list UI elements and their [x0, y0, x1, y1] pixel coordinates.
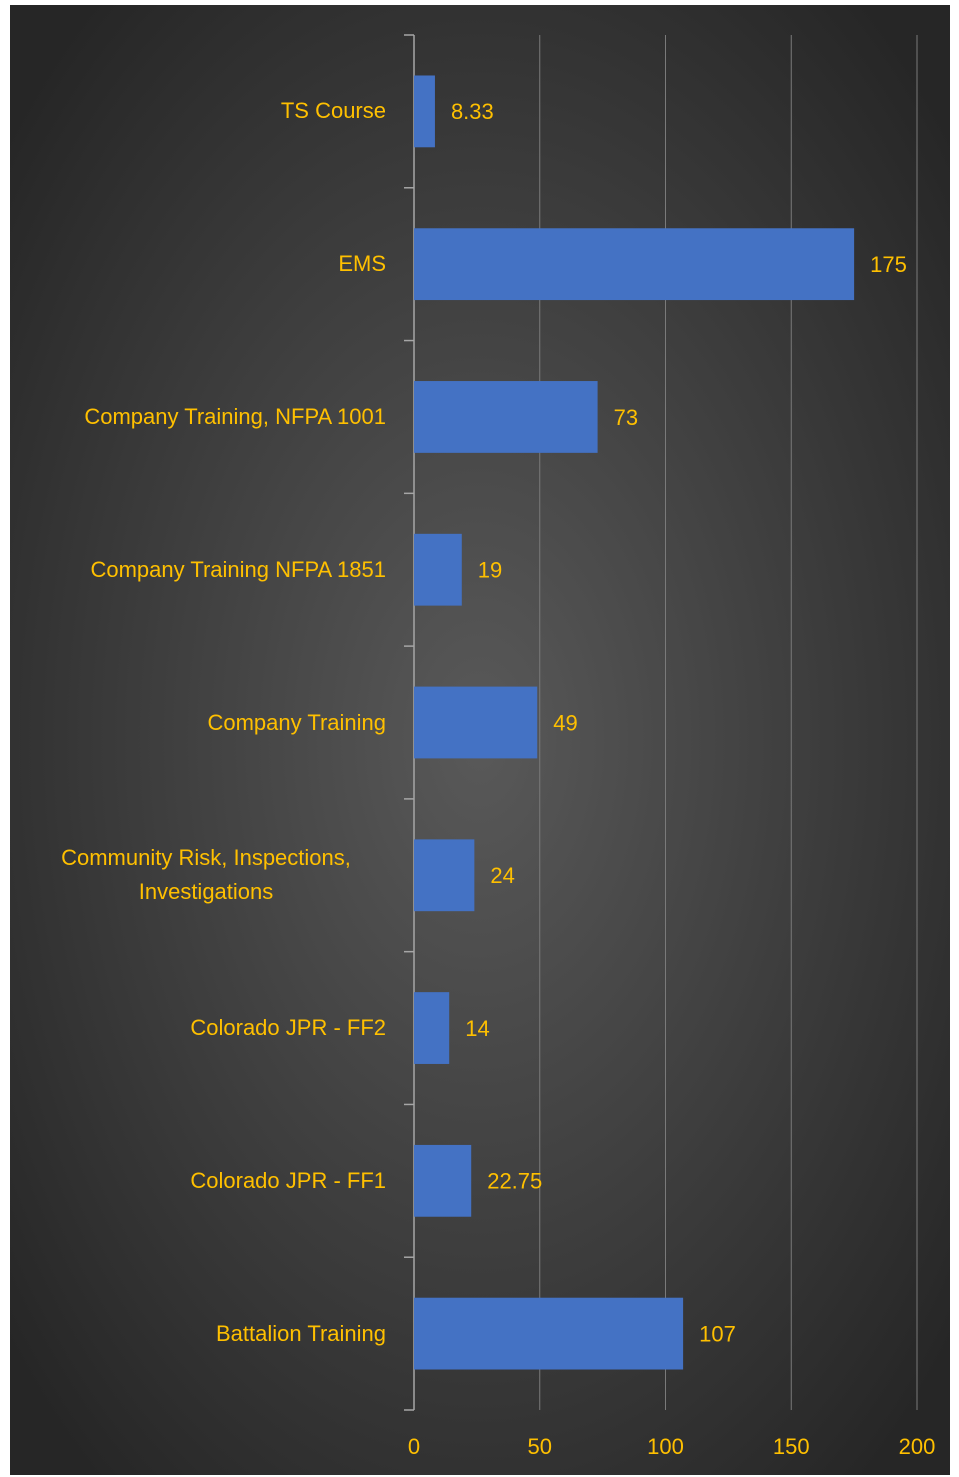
bar: [414, 533, 462, 606]
bar: [414, 839, 475, 912]
y-tick-label: TS Course: [280, 98, 386, 124]
value-label: 175: [870, 252, 907, 277]
x-tick-label: 150: [773, 1434, 810, 1459]
value-label: 24: [490, 863, 514, 888]
x-tick-label: 0: [408, 1434, 420, 1459]
value-label: 73: [614, 405, 638, 430]
y-tick-label-box: TS Course: [281, 71, 386, 151]
bar: [414, 381, 598, 453]
value-label: 14: [465, 1016, 489, 1041]
y-tick-label: Community Risk, Inspections, Investigati…: [61, 845, 351, 905]
value-label: 49: [553, 710, 577, 735]
bar: [414, 228, 855, 301]
y-tick-label: Colorado JPR - FF2: [190, 1015, 386, 1041]
y-tick-label-box: Company Training NFPA 1851: [90, 530, 386, 610]
bar: [414, 686, 538, 759]
x-tick-label: 50: [528, 1434, 552, 1459]
y-tick-label: Company Training, NFPA 1001: [84, 403, 386, 429]
bar: [414, 75, 435, 148]
bar: [414, 1144, 472, 1217]
y-tick-label-box: Colorado JPR - FF1: [190, 1141, 386, 1221]
y-tick-label: Company Training: [207, 709, 386, 735]
y-tick-label-box: Colorado JPR - FF2: [190, 988, 386, 1068]
y-tick-label: Company Training NFPA 1851: [90, 556, 386, 582]
value-label: 8.33: [451, 99, 494, 124]
y-tick-label: EMS: [338, 251, 386, 277]
x-tick-label: 100: [647, 1434, 684, 1459]
y-tick-label-box: Company Training: [207, 683, 386, 763]
x-tick-label: 200: [899, 1434, 936, 1459]
bar: [414, 1297, 684, 1370]
y-tick-label: Battalion Training: [216, 1320, 386, 1346]
y-tick-label-box: Community Risk, Inspections, Investigati…: [26, 835, 386, 915]
bar: [414, 992, 450, 1064]
y-tick-label-box: Company Training, NFPA 1001: [84, 377, 386, 457]
value-label: 107: [699, 1321, 736, 1346]
y-tick-label: Colorado JPR - FF1: [190, 1167, 386, 1193]
value-label: 19: [478, 558, 502, 583]
value-label: 22.75: [487, 1169, 542, 1194]
y-tick-label-box: Battalion Training: [216, 1294, 386, 1374]
y-tick-label-box: EMS: [338, 224, 386, 304]
